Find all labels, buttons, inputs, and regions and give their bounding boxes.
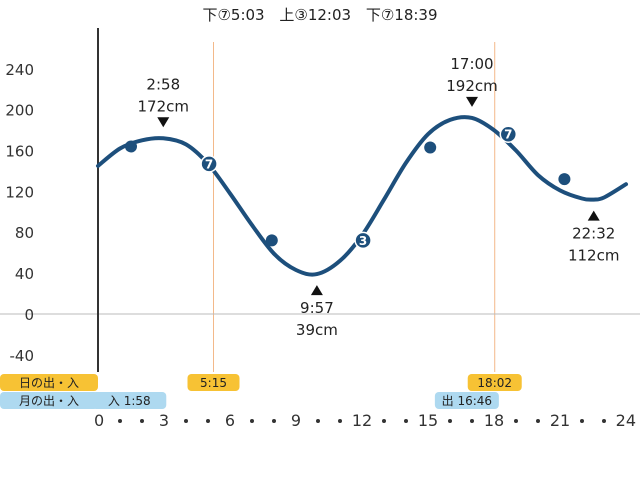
curve-point-marker [424, 141, 437, 154]
x-tick-label: 24 [616, 411, 636, 430]
curve-point-marker [558, 173, 571, 186]
moon-phase-label: 7 [205, 157, 213, 171]
x-hour-dot [140, 419, 144, 423]
y-tick-label: 160 [5, 143, 34, 161]
moon-row-badge [0, 392, 98, 409]
x-hour-dot [514, 419, 518, 423]
x-hour-dot [272, 419, 276, 423]
low-tide-height: 112cm [568, 247, 620, 265]
sunset-badge [467, 374, 522, 391]
x-tick-label: 9 [291, 411, 301, 430]
low-tide-height: 39cm [296, 321, 338, 339]
y-tick-label: -40 [10, 347, 35, 365]
sunrise-time: 5:15 [200, 376, 227, 390]
x-hour-dot [382, 419, 386, 423]
x-tick-label: 6 [225, 411, 235, 430]
y-tick-label: 80 [15, 224, 34, 242]
moon-phase-label: 7 [504, 128, 512, 142]
high-tide-time: 2:58 [146, 75, 180, 93]
moon-phase-marker [499, 125, 518, 143]
x-hour-dot [184, 419, 188, 423]
moon-phase-label: 3 [359, 234, 367, 248]
x-hour-dot [338, 419, 342, 423]
curve-point-marker [265, 234, 278, 247]
x-hour-dot [536, 419, 540, 423]
x-hour-dot [602, 419, 606, 423]
x-hour-dot [470, 419, 474, 423]
curve-point-marker [125, 140, 137, 153]
x-hour-dot [580, 419, 584, 423]
sun-row-badge [0, 374, 98, 391]
high-tide-height: 192cm [446, 77, 498, 95]
high-tide-height: 172cm [138, 97, 190, 115]
x-hour-dot [404, 419, 408, 423]
moonrise-time: 出 16:46 [442, 394, 492, 408]
y-tick-label: 240 [5, 61, 34, 79]
moonset-badge [92, 392, 167, 409]
tide-event-3: 下⑦18:39 [365, 6, 438, 24]
y-tick-label: 0 [24, 306, 34, 324]
sunset-time: 18:02 [477, 376, 512, 390]
high-tide-arrow [157, 117, 170, 128]
x-tick-label: 18 [484, 411, 504, 430]
sunrise-badge [187, 374, 240, 391]
high-tide-time: 17:00 [450, 55, 493, 73]
moon-phase-marker [354, 231, 372, 250]
x-tick-label: 0 [94, 411, 104, 430]
y-tick-label: 40 [15, 265, 34, 283]
high-tide-arrow [466, 96, 478, 107]
x-tick-label: 21 [550, 411, 570, 430]
x-hour-dot [118, 419, 122, 423]
moonrise-badge [434, 392, 499, 409]
low-tide-time: 22:32 [572, 225, 615, 243]
y-tick-label: 120 [5, 183, 34, 201]
x-tick-label: 15 [418, 411, 438, 430]
x-hour-dot [250, 419, 254, 423]
moonset-time: 入 1:58 [108, 394, 151, 408]
x-hour-dot [206, 419, 210, 423]
x-hour-dot [448, 419, 452, 423]
low-tide-time: 9:57 [300, 299, 334, 317]
x-tick-label: 12 [352, 411, 372, 430]
sun-row-label: 日の出・入 [19, 376, 79, 390]
low-tide-arrow [310, 285, 323, 296]
tide-event-1: 下⑦5:03 [202, 6, 265, 24]
low-tide-arrow [587, 210, 600, 221]
moon-phase-marker [200, 155, 218, 173]
tide-event-header: 下⑦5:03 上③12:03 下⑦18:39 [0, 4, 640, 25]
y-tick-label: 200 [5, 102, 34, 120]
moon-row-label: 月の出・入 [19, 394, 79, 408]
tide-event-2: 上③12:03 [279, 6, 352, 24]
tide-curve [96, 115, 628, 277]
x-hour-dot [316, 419, 320, 423]
x-tick-label: 3 [159, 411, 169, 430]
